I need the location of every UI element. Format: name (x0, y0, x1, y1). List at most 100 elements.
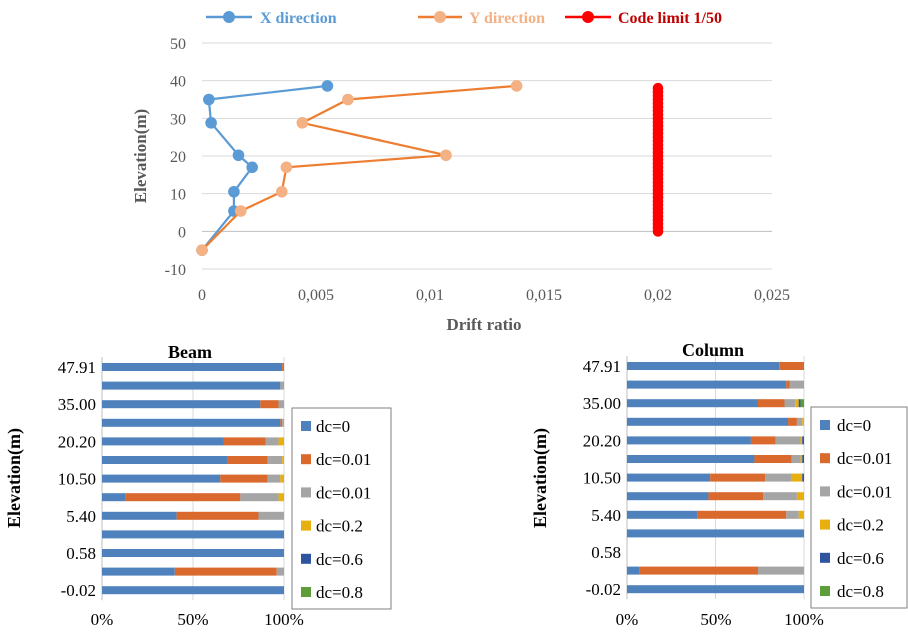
bar-segment (765, 473, 792, 482)
bar-segment (267, 474, 281, 483)
legend-label: dc=0.6 (316, 550, 363, 569)
bar-row (627, 399, 804, 408)
bar-row (102, 381, 284, 390)
bar-segment (802, 473, 804, 482)
data-point (276, 185, 288, 198)
data-point (246, 161, 258, 174)
bar-segment (802, 417, 804, 426)
legend-label: dc=0.01 (316, 450, 371, 469)
data-point (510, 80, 523, 92)
line-chart-x-ticks: 0 0,005 0,01 0,015 0,02 0,025 (198, 287, 790, 304)
legend-swatch (820, 586, 830, 596)
y-tick-label: 5.40 (591, 506, 621, 525)
legend-swatch (301, 520, 311, 531)
bar-segment (102, 549, 284, 557)
line-chart-series (196, 80, 664, 256)
bar-segment (265, 437, 279, 446)
y-tick-label: -0.02 (61, 581, 96, 600)
y-tick-label: -0.02 (586, 580, 621, 599)
legend-marker (223, 11, 235, 23)
data-point (440, 149, 452, 162)
bar-segment (627, 585, 804, 594)
beam-stacked-bar-chart: Beam Elevation(m) 47.91 35.00 20.20 10.50 5.… (4, 342, 392, 629)
bar-segment (796, 417, 803, 426)
line-chart-y-axis-label: Elevation(m) (131, 109, 150, 203)
line-chart-y-tick-label: 20 (170, 149, 186, 166)
bar-segment (710, 473, 766, 482)
bar-row (102, 418, 284, 427)
legend-label: dc=0.01 (837, 449, 892, 468)
legend-box (810, 406, 908, 609)
bar-segment (280, 381, 284, 390)
bar-segment (627, 362, 780, 370)
bar-segment (102, 456, 228, 464)
bar-row (102, 474, 284, 483)
bar-segment (627, 510, 698, 519)
line-chart-y-tick-label: 30 (170, 111, 186, 128)
legend-swatch (301, 421, 311, 431)
line-chart-legend-item: X direction (206, 10, 337, 27)
legend-swatch (301, 487, 311, 498)
legend-label: Code limit 1/50 (618, 10, 722, 27)
column-y-ticks: 47.91 35.00 20.20 10.50 5.40 0.58 -0.02 (583, 357, 621, 599)
bar-row (102, 567, 284, 576)
legend-item: dc=0.2 (301, 517, 363, 536)
line-chart-legend: X direction Y direction Code limit 1/50 (206, 10, 722, 27)
y-tick-label: 35.00 (583, 394, 621, 413)
y-tick-label: 5.40 (66, 507, 96, 526)
bar-segment (708, 492, 764, 501)
bar-segment (240, 493, 279, 502)
bar-segment (802, 436, 804, 445)
bar-segment (102, 493, 126, 502)
beam-y-ticks: 47.91 35.00 20.20 10.50 5.40 0.58 -0.02 (58, 358, 96, 600)
legend-item: dc=0.8 (820, 582, 884, 601)
bar-segment (176, 511, 259, 520)
x-tick-label: 100% (784, 610, 824, 629)
bar-segment (627, 473, 711, 482)
bar-segment (627, 380, 787, 389)
y-tick-label: 47.91 (583, 357, 621, 376)
bar-segment (278, 493, 284, 502)
line-chart-series-1 (196, 80, 523, 256)
legend-label: dc=0 (316, 417, 350, 436)
data-point (234, 205, 247, 217)
bar-row (627, 417, 804, 426)
bar-row (102, 530, 284, 539)
line-chart-series-0 (196, 80, 334, 256)
line-chart-x-tick-label: 0,015 (526, 287, 562, 304)
bar-segment (102, 567, 175, 576)
legend-label: Y direction (469, 10, 545, 27)
legend-label: dc=0.01 (837, 482, 892, 501)
bar-segment (697, 510, 787, 519)
bar-segment (102, 418, 281, 427)
bar-segment (750, 436, 776, 445)
y-tick-label: 0.58 (591, 543, 621, 562)
bar-row (627, 436, 804, 445)
column-chart-title: Column (682, 340, 744, 360)
legend-item: dc=0.01 (820, 449, 892, 468)
line-chart-x-tick-label: 0,025 (754, 287, 790, 304)
bar-segment (280, 418, 283, 427)
bar-segment (260, 400, 279, 409)
legend-item: dc=0 (820, 416, 871, 435)
data-point (232, 149, 245, 162)
bar-row (627, 510, 804, 519)
bar-segment (102, 363, 283, 371)
legend-label: dc=0 (837, 416, 871, 435)
bar-segment (282, 363, 284, 371)
y-tick-label: 47.91 (58, 358, 96, 377)
bar-segment (798, 399, 801, 408)
bar-segment (258, 511, 284, 520)
bar-segment (802, 455, 804, 463)
bar-segment (282, 456, 284, 464)
bar-segment (220, 474, 268, 483)
beam-x-ticks: 0% 50% 100% (91, 610, 304, 629)
line-chart-y-tick-label: 50 (170, 36, 186, 53)
bar-segment (223, 437, 266, 446)
bar-segment (102, 474, 221, 483)
legend-marker (434, 11, 446, 23)
x-tick-label: 0% (91, 610, 114, 629)
data-point (652, 82, 664, 94)
bar-segment (757, 399, 785, 408)
legend-box (291, 407, 392, 610)
